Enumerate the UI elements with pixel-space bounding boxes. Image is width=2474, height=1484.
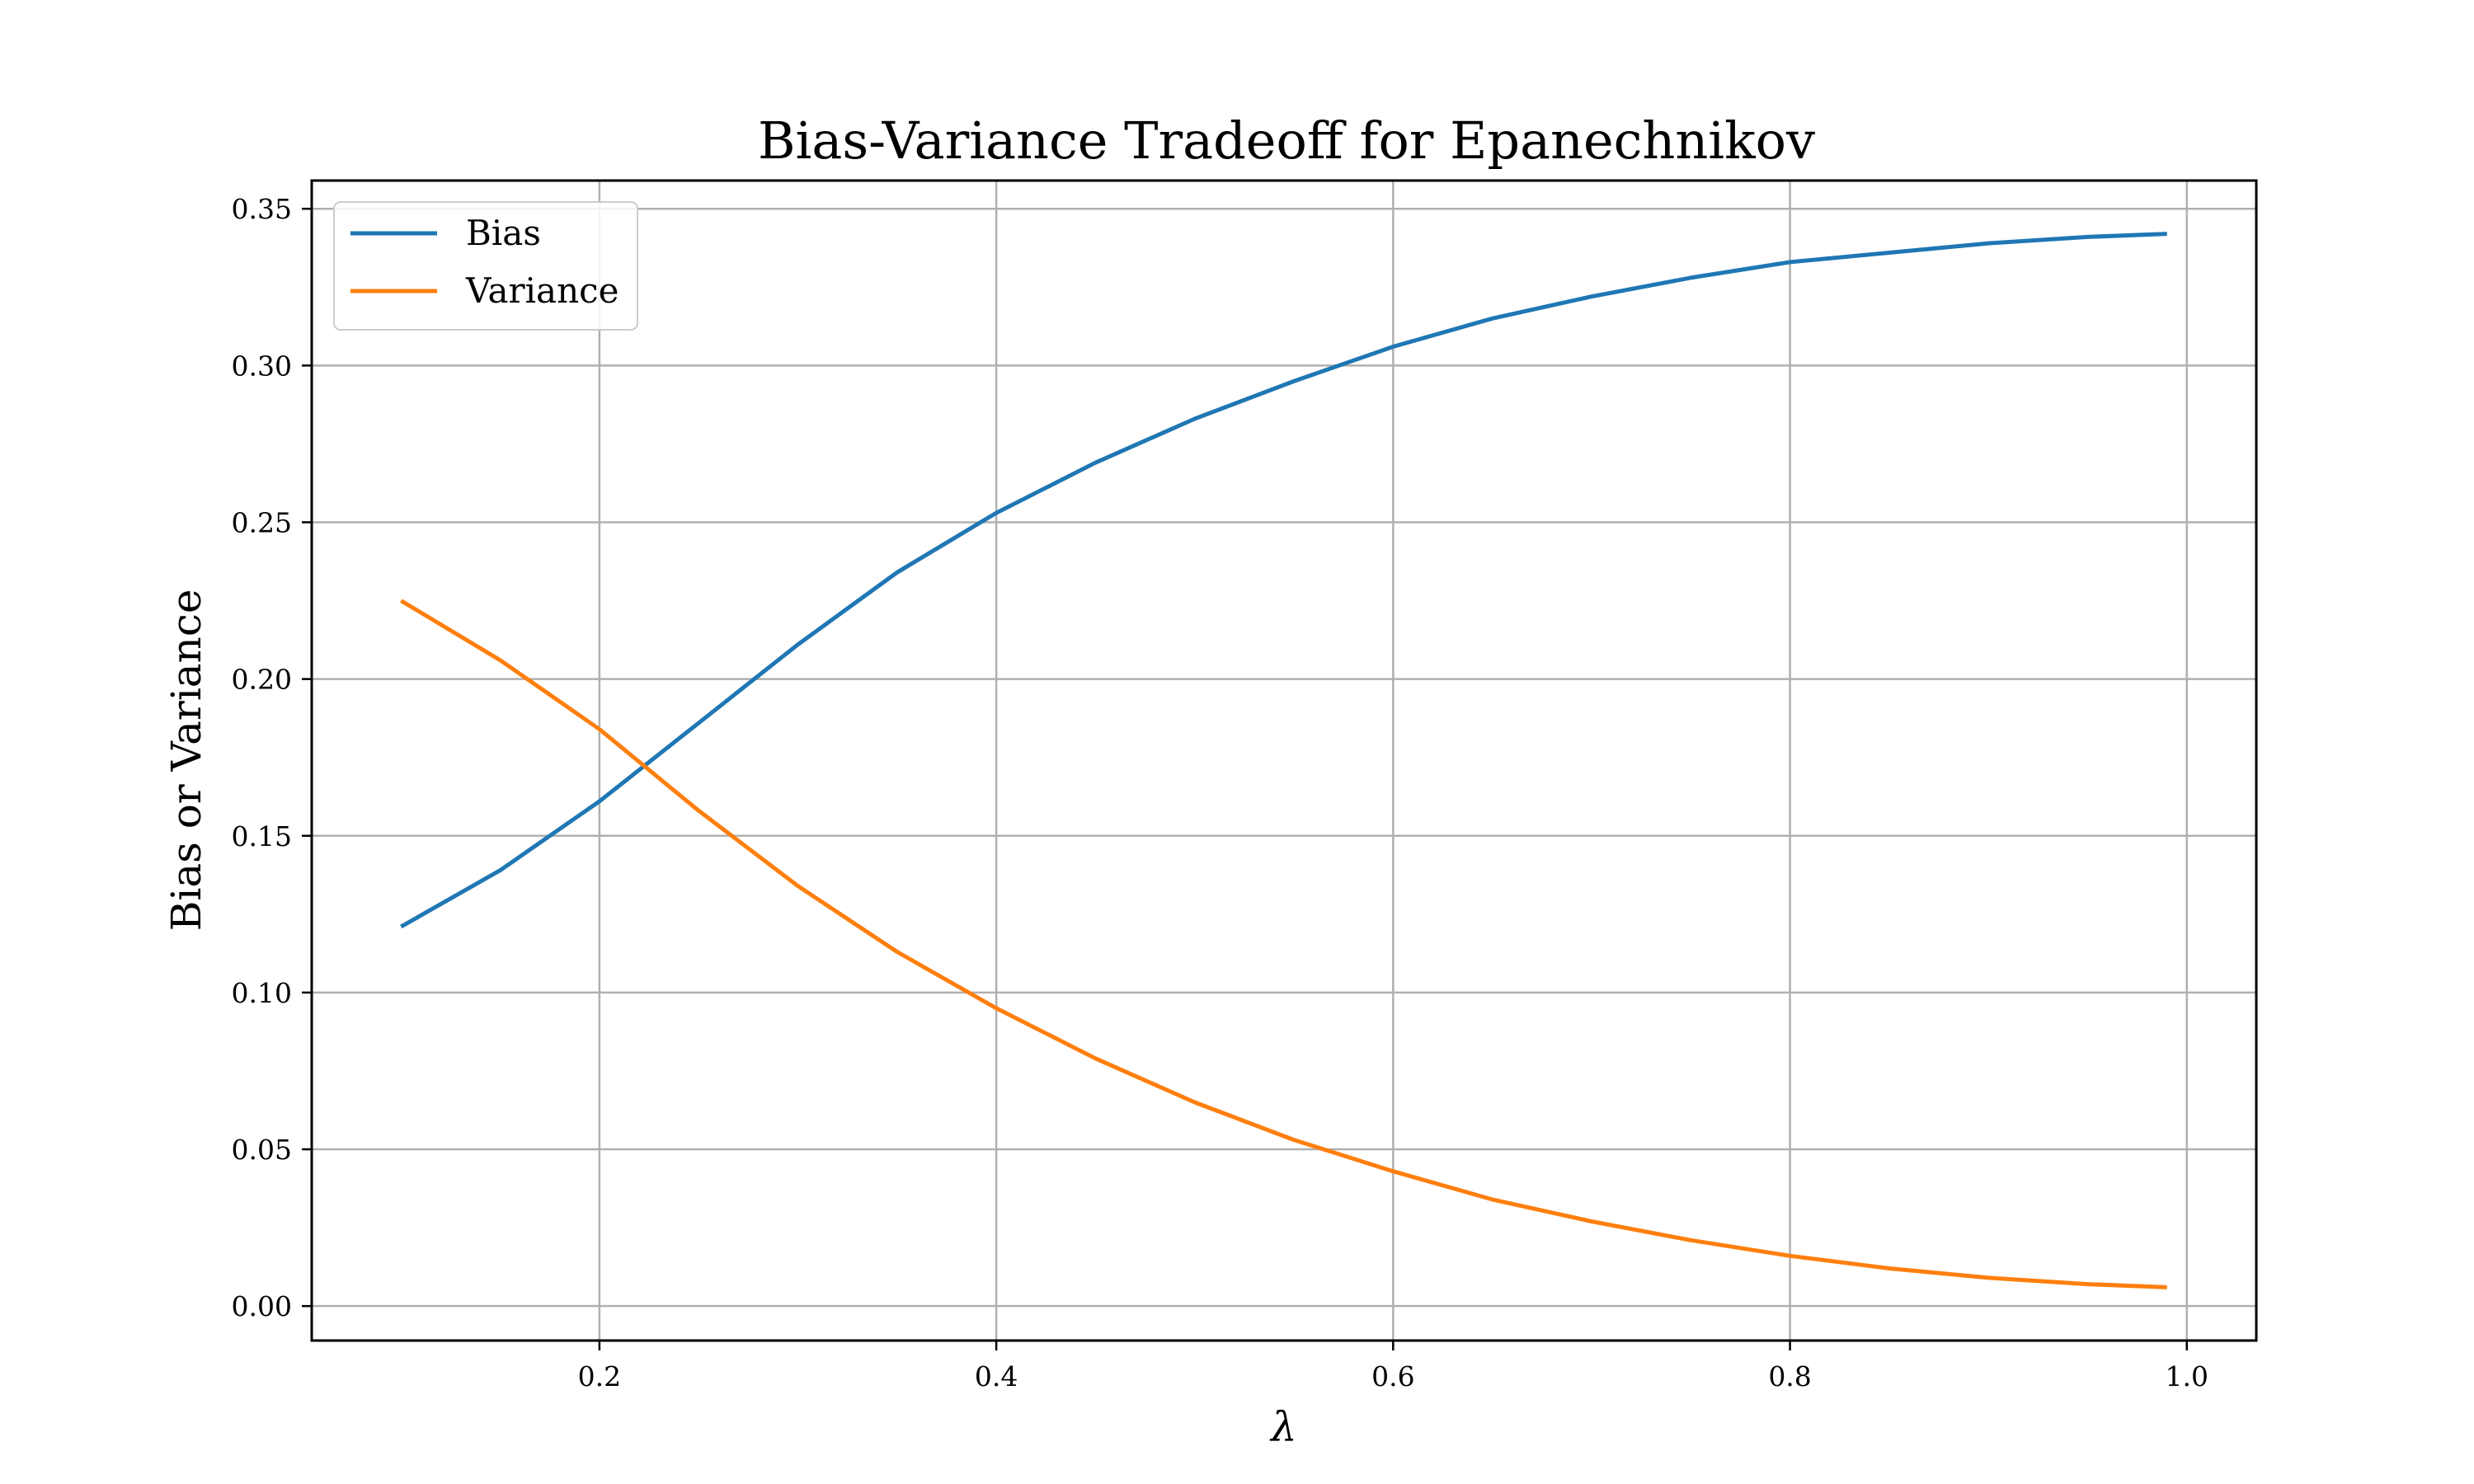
y-axis-ticks: 0.00 0.05 0.10 0.15 0.20 0.25 0.30 0.35 [232,193,312,1322]
y-tick-label: 0.05 [232,1134,292,1166]
y-tick-label: 0.35 [232,193,292,225]
x-tick-label: 0.2 [578,1360,621,1392]
x-tick-label: 0.8 [1768,1360,1811,1392]
series-line-bias [400,232,2167,929]
y-tick-label: 0.30 [232,350,292,382]
series-layer [400,232,2167,1289]
x-axis-label: λ [1269,1403,1297,1451]
y-tick-label: 0.25 [232,506,292,538]
x-tick-label: 0.4 [975,1360,1018,1392]
x-axis-ticks: 0.2 0.4 0.6 0.8 1.0 [578,1341,2208,1392]
y-tick-label: 0.20 [232,664,292,696]
legend-label-bias: Bias [466,213,541,253]
plot-frame [310,179,2258,1342]
legend: Bias Variance [333,201,638,331]
chart-title: Bias-Variance Tradeoff for Epanechnikov [758,110,1815,171]
legend-label-variance: Variance [465,270,619,311]
y-axis-label: Bias or Variance [162,589,210,932]
y-tick-label: 0.10 [232,977,292,1009]
x-tick-label: 0.6 [1371,1360,1414,1392]
series-line-variance [400,599,2167,1289]
y-tick-label: 0.15 [232,820,292,852]
grid-lines [312,181,2256,1341]
y-tick-label: 0.00 [232,1290,292,1322]
x-tick-label: 1.0 [2166,1360,2208,1392]
